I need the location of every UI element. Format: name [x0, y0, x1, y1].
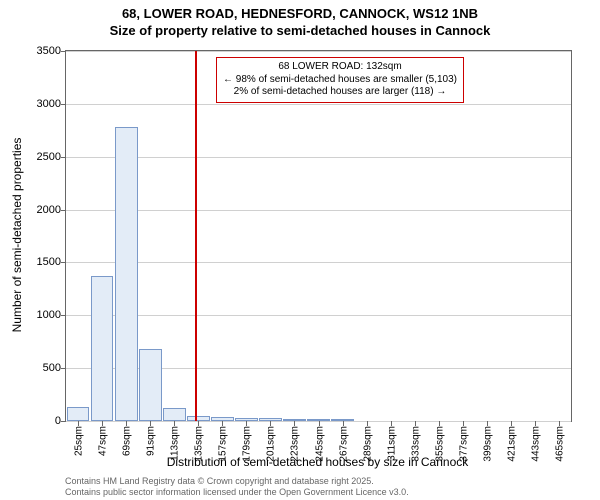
grid-line: [66, 315, 571, 316]
x-tick-mark: [511, 421, 512, 426]
x-tick-mark: [559, 421, 560, 426]
y-tick-label: 2000: [21, 204, 66, 216]
histogram-bar: [115, 127, 138, 421]
x-tick-mark: [343, 421, 344, 426]
x-tick-mark: [439, 421, 440, 426]
title-line1: 68, LOWER ROAD, HEDNESFORD, CANNOCK, WS1…: [0, 6, 600, 23]
histogram-bar: [163, 408, 186, 421]
x-tick-mark: [415, 421, 416, 426]
y-tick-label: 3000: [21, 98, 66, 110]
histogram-bar: [91, 276, 114, 421]
y-tick-mark: [61, 315, 66, 316]
grid-line: [66, 104, 571, 105]
annotation-line3: 2% of semi-detached houses are larger (1…: [223, 86, 457, 99]
x-tick-mark: [294, 421, 295, 426]
y-tick-label: 1500: [21, 256, 66, 268]
y-tick-label: 500: [21, 362, 66, 374]
x-tick-label: 91sqm: [144, 426, 157, 456]
y-tick-mark: [61, 421, 66, 422]
x-tick-mark: [367, 421, 368, 426]
y-tick-mark: [61, 104, 66, 105]
x-tick-mark: [463, 421, 464, 426]
x-tick-mark: [102, 421, 103, 426]
grid-line: [66, 51, 571, 52]
annotation-box: 68 LOWER ROAD: 132sqm ← 98% of semi-deta…: [216, 57, 464, 103]
x-tick-label: 25sqm: [72, 426, 85, 456]
x-tick-label: 69sqm: [120, 426, 133, 456]
histogram-bar: [139, 349, 162, 421]
footer-attribution: Contains HM Land Registry data © Crown c…: [65, 476, 409, 498]
y-tick-mark: [61, 51, 66, 52]
y-tick-mark: [61, 210, 66, 211]
x-tick-mark: [78, 421, 79, 426]
x-tick-mark: [174, 421, 175, 426]
x-tick-mark: [246, 421, 247, 426]
x-tick-mark: [270, 421, 271, 426]
x-tick-mark: [535, 421, 536, 426]
x-tick-mark: [391, 421, 392, 426]
y-tick-mark: [61, 368, 66, 369]
footer-line1: Contains HM Land Registry data © Crown c…: [65, 476, 409, 487]
footer-line2: Contains public sector information licen…: [65, 487, 409, 498]
x-tick-mark: [198, 421, 199, 426]
annotation-line2: ← 98% of semi-detached houses are smalle…: [223, 74, 457, 87]
y-tick-mark: [61, 262, 66, 263]
y-tick-label: 3500: [21, 45, 66, 57]
x-tick-mark: [222, 421, 223, 426]
x-tick-label: 47sqm: [96, 426, 109, 456]
annotation-line1: 68 LOWER ROAD: 132sqm: [223, 61, 457, 74]
title-line2: Size of property relative to semi-detach…: [0, 23, 600, 40]
grid-line: [66, 262, 571, 263]
x-tick-mark: [150, 421, 151, 426]
grid-line: [66, 157, 571, 158]
y-tick-mark: [61, 157, 66, 158]
grid-line: [66, 210, 571, 211]
y-tick-label: 2500: [21, 151, 66, 163]
chart-title: 68, LOWER ROAD, HEDNESFORD, CANNOCK, WS1…: [0, 0, 600, 40]
histogram-bar: [67, 407, 90, 421]
x-tick-mark: [126, 421, 127, 426]
y-axis-label: Number of semi-detached properties: [10, 138, 24, 333]
chart-container: 68, LOWER ROAD, HEDNESFORD, CANNOCK, WS1…: [0, 0, 600, 500]
plot-area: 68 LOWER ROAD: 132sqm ← 98% of semi-deta…: [65, 50, 572, 422]
x-tick-mark: [487, 421, 488, 426]
x-axis-label: Distribution of semi-detached houses by …: [65, 455, 570, 469]
x-tick-mark: [319, 421, 320, 426]
y-tick-label: 0: [21, 415, 66, 427]
property-marker-line: [195, 51, 197, 421]
y-tick-label: 1000: [21, 309, 66, 321]
